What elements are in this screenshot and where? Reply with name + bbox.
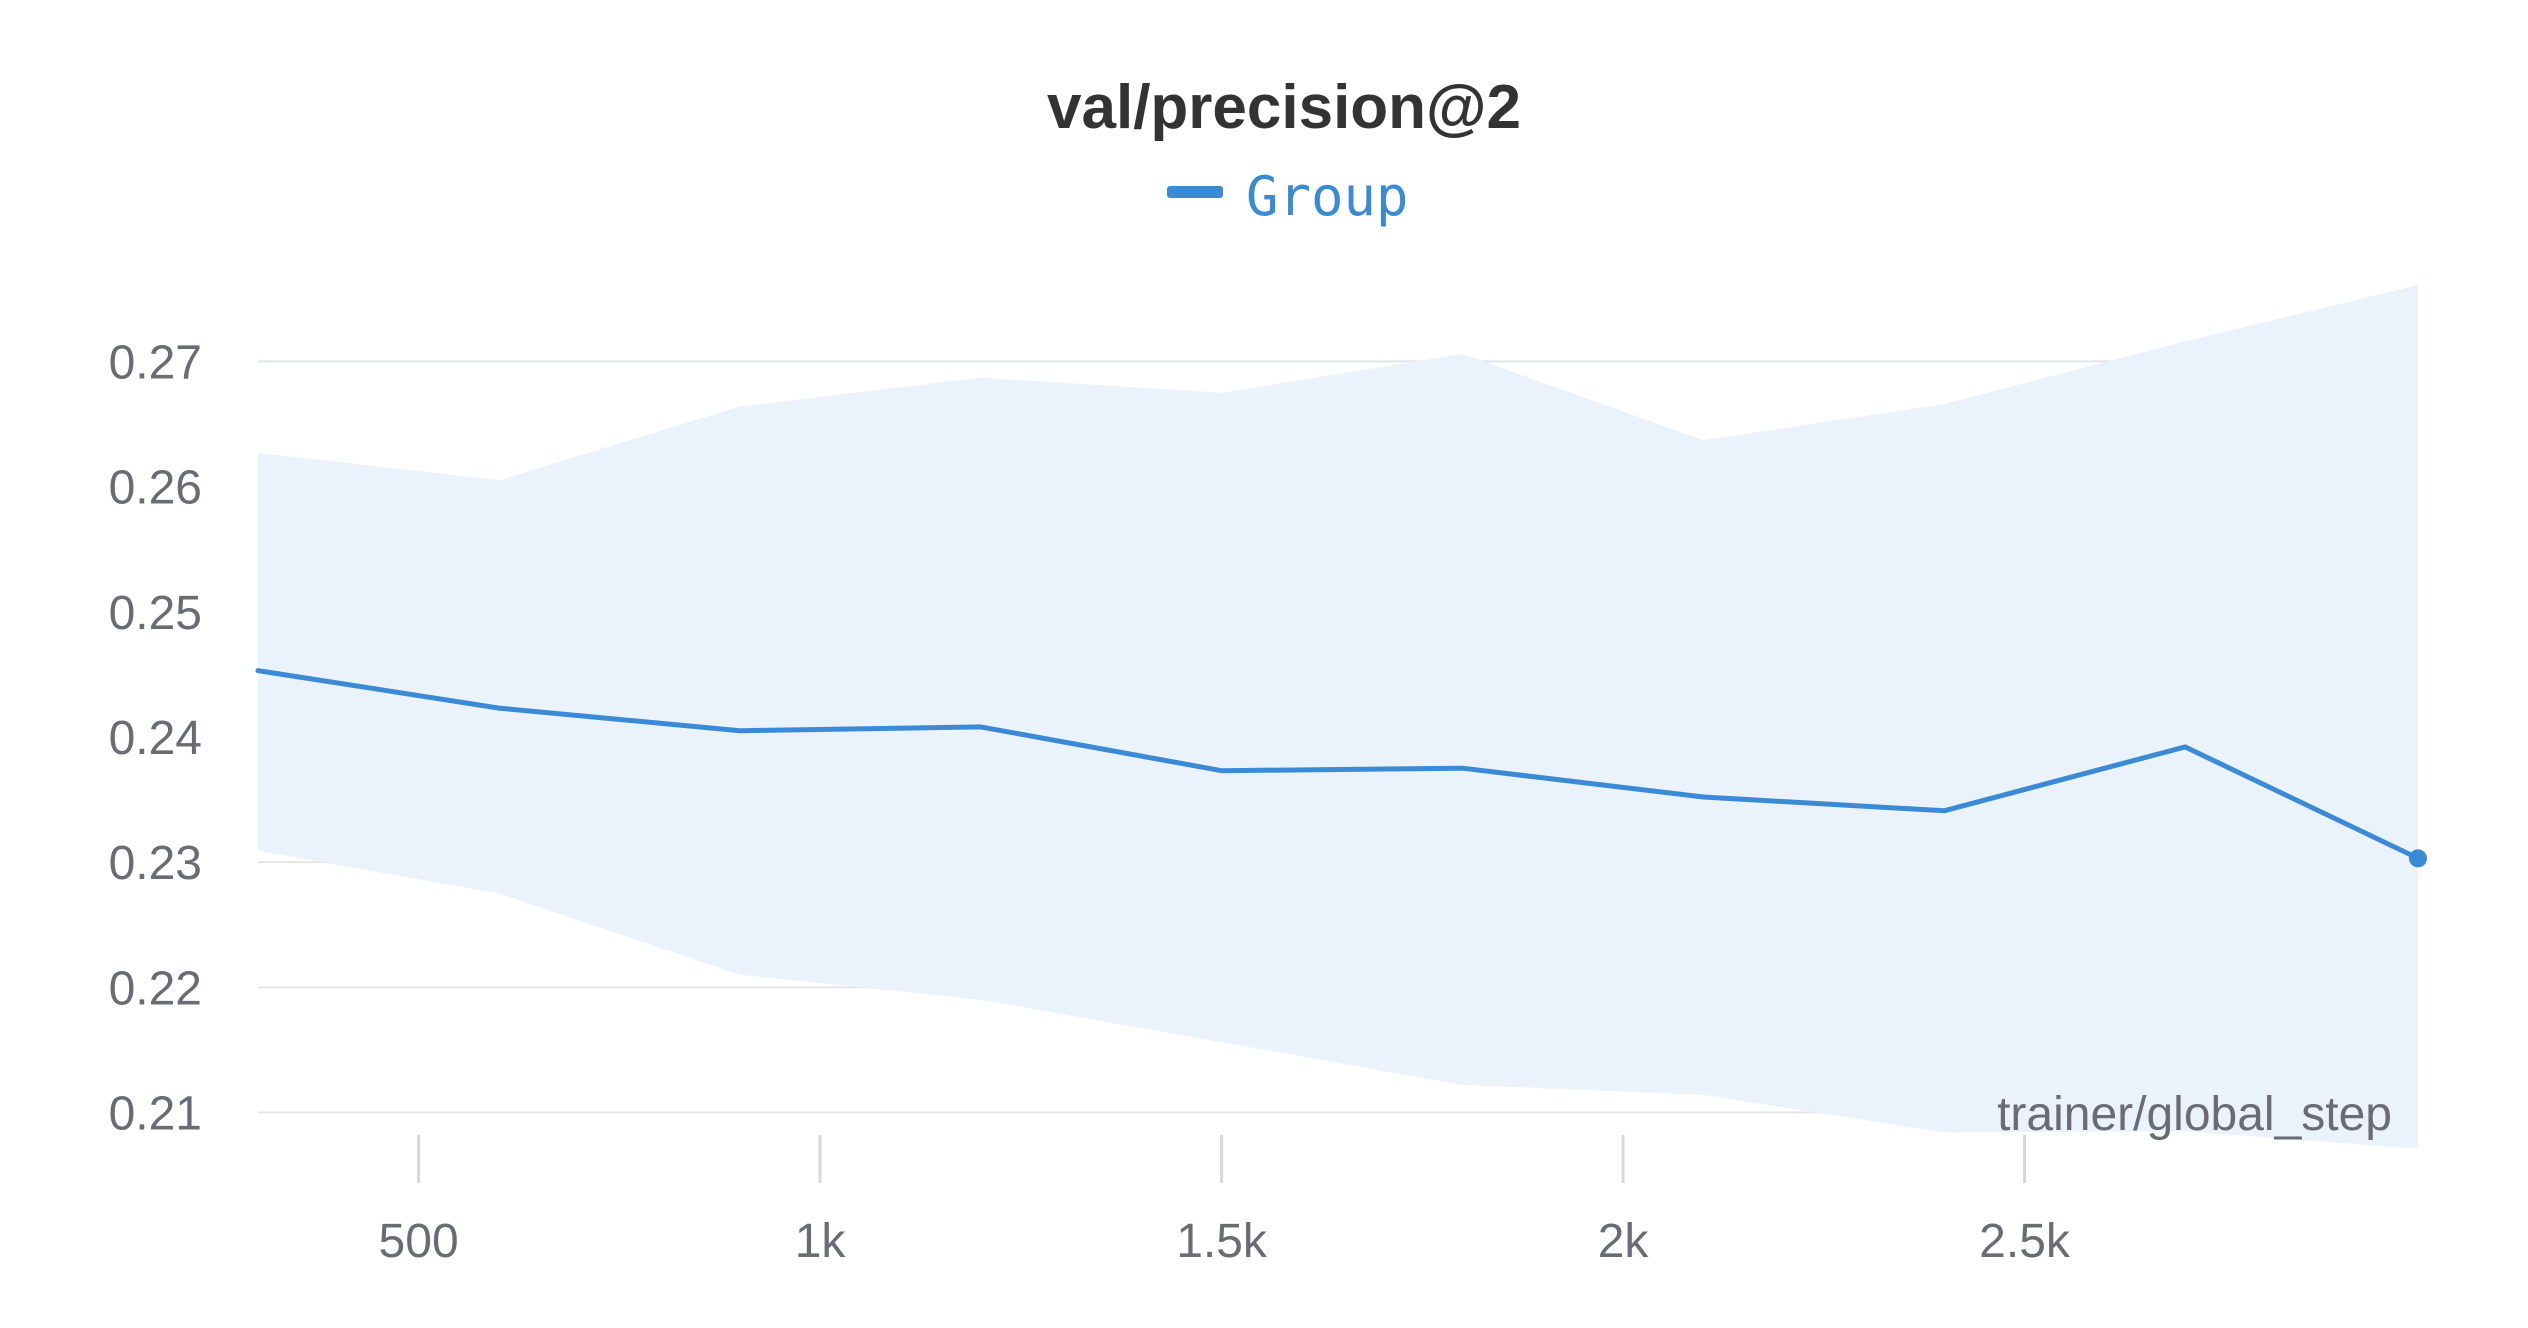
y-axis-ticks: 0.21 0.22 0.23 0.24 0.25 0.26 0.27: [109, 336, 202, 1140]
y-tick-label: 0.24: [109, 712, 202, 765]
y-tick-label: 0.26: [109, 462, 202, 515]
x-axis-ticks: 500 1k 1.5k 2k 2.5k: [379, 1135, 2071, 1268]
x-tick-label: 500: [379, 1215, 459, 1268]
legend[interactable]: Group: [1167, 165, 1409, 228]
y-tick-label: 0.27: [109, 336, 202, 389]
legend-label-group: Group: [1246, 165, 1409, 228]
series-line-layer: [255, 668, 2427, 868]
range-band: [258, 285, 2418, 1149]
series-line-group[interactable]: [255, 668, 2421, 861]
y-tick-label: 0.22: [109, 962, 202, 1015]
y-tick-label: 0.25: [109, 587, 202, 640]
x-tick-label: 1.5k: [1176, 1215, 1268, 1268]
chart-title: val/precision@2: [1047, 73, 1521, 142]
y-tick-label: 0.23: [109, 837, 202, 890]
x-tick-label: 2.5k: [1979, 1215, 2071, 1268]
legend-swatch-group: [1167, 186, 1223, 198]
y-tick-label: 0.21: [109, 1087, 202, 1140]
x-tick-label: 1k: [795, 1215, 847, 1268]
x-tick-label: 2k: [1598, 1215, 1650, 1268]
series-endpoint-group[interactable]: [2409, 849, 2427, 868]
x-axis-label: trainer/global_step: [1997, 1088, 2392, 1141]
series-band-group: [258, 285, 2418, 1149]
